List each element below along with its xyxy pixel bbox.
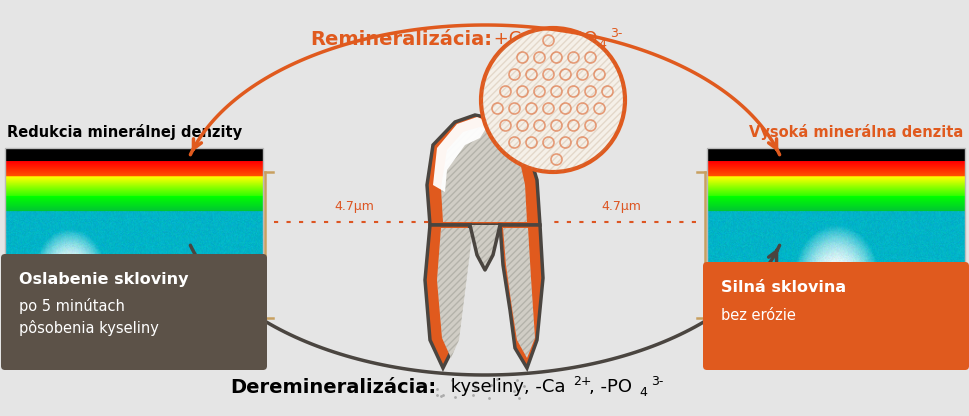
Text: bez erózie: bez erózie: [720, 308, 795, 323]
Polygon shape: [437, 228, 473, 358]
Polygon shape: [441, 127, 526, 222]
Text: pôsobenia kyseliny: pôsobenia kyseliny: [19, 320, 159, 336]
Text: 3-: 3-: [650, 375, 663, 388]
Text: 4: 4: [639, 386, 646, 399]
Circle shape: [481, 28, 624, 172]
Polygon shape: [424, 225, 470, 368]
Polygon shape: [499, 225, 543, 368]
Text: Deremineralizácia:: Deremineralizácia:: [230, 378, 436, 397]
Text: 3-: 3-: [610, 27, 622, 40]
Text: +Ca: +Ca: [487, 30, 532, 48]
Text: Remineralizácia:: Remineralizácia:: [310, 30, 491, 49]
Polygon shape: [503, 228, 535, 358]
Text: kyseliny, -Ca: kyseliny, -Ca: [445, 378, 565, 396]
Text: 2+: 2+: [573, 375, 591, 388]
FancyBboxPatch shape: [703, 262, 968, 370]
Text: Vysoká minerálna denzita: Vysoká minerálna denzita: [748, 124, 962, 140]
Polygon shape: [470, 225, 499, 270]
Text: 4.7μm: 4.7μm: [333, 200, 374, 213]
Text: , +PO: , +PO: [546, 30, 597, 48]
Bar: [706, 148, 964, 366]
Text: 4.7μm: 4.7μm: [601, 200, 641, 213]
Polygon shape: [426, 115, 540, 225]
Text: , -PO: , -PO: [588, 378, 632, 396]
Bar: [5, 148, 263, 366]
FancyBboxPatch shape: [1, 254, 266, 370]
Text: Silná sklovina: Silná sklovina: [720, 280, 845, 295]
Text: po 5 minútach: po 5 minútach: [19, 298, 125, 314]
Text: Redukcia minerálnej denzity: Redukcia minerálnej denzity: [7, 124, 242, 140]
Text: Oslabenie skloviny: Oslabenie skloviny: [19, 272, 188, 287]
Text: 2+: 2+: [529, 27, 547, 40]
Text: 4: 4: [597, 38, 606, 51]
Polygon shape: [432, 117, 489, 192]
